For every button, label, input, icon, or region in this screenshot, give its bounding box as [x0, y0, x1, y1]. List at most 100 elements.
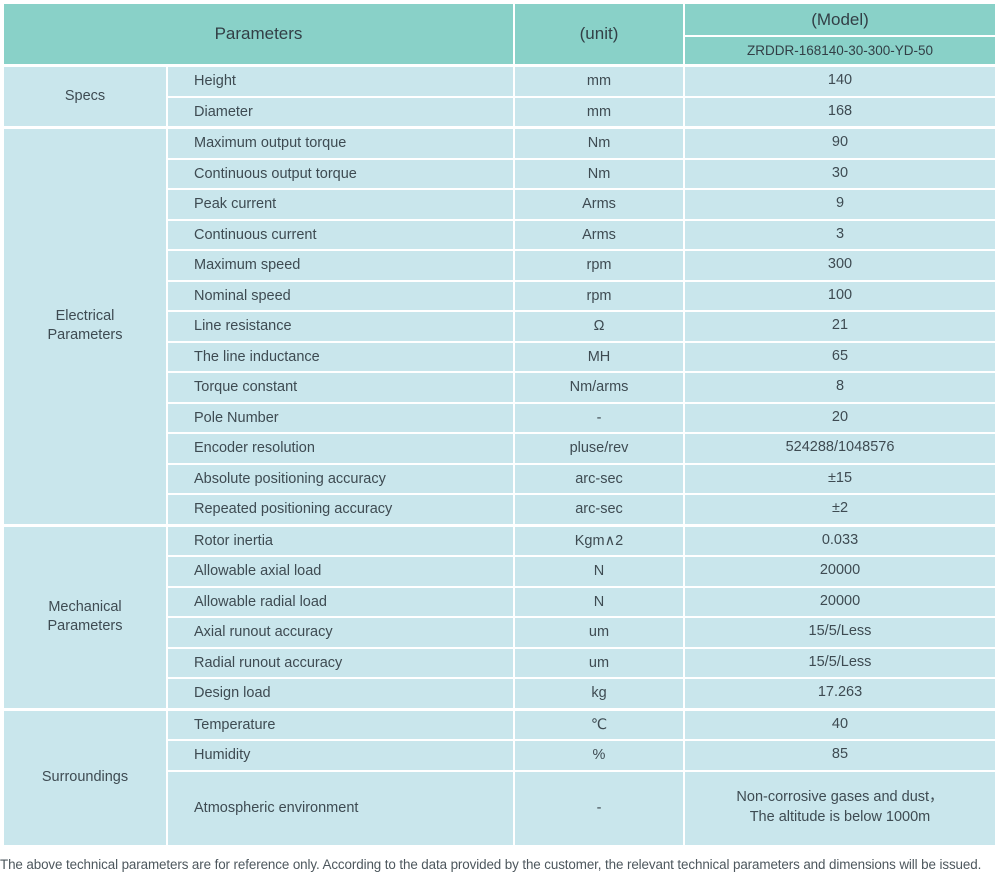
- param-value: 300: [685, 251, 995, 280]
- param-unit: kg: [515, 679, 683, 708]
- param-unit: rpm: [515, 281, 683, 310]
- param-unit: Arms: [515, 220, 683, 249]
- table-row: Atmospheric environment - Non-corrosive ga…: [168, 771, 995, 845]
- param-unit: %: [515, 741, 683, 770]
- param-unit: Nm: [515, 159, 683, 188]
- param-value: 20000: [685, 557, 995, 586]
- param-name: Height: [168, 67, 513, 96]
- param-value: 3: [685, 220, 995, 249]
- table-row: Allowable radial load N 20000: [168, 587, 995, 616]
- param-name: Atmospheric environment: [168, 771, 513, 845]
- param-name: Continuous current: [168, 220, 513, 249]
- param-name: Maximum output torque: [168, 129, 513, 158]
- param-value: ±15: [685, 464, 995, 493]
- param-unit: um: [515, 648, 683, 677]
- param-unit: Nm: [515, 129, 683, 158]
- param-unit: rpm: [515, 251, 683, 280]
- table-row: Temperature ℃ 40: [168, 710, 995, 739]
- param-unit: -: [515, 403, 683, 432]
- param-name: Pole Number: [168, 403, 513, 432]
- section-label: Specs: [4, 67, 166, 126]
- param-value: 30: [685, 159, 995, 188]
- header-model-column: (Model) ZRDDR-168140-30-300-YD-50: [685, 4, 995, 64]
- table-row: Peak current Arms 9: [168, 190, 995, 219]
- param-name: Radial runout accuracy: [168, 648, 513, 677]
- section-3: Surroundings Temperature ℃ 40 Humidity% 85 Atm…: [4, 710, 995, 845]
- section-2: Mechanical Parameters Rotor inertia Kgm∧2 0…: [4, 526, 995, 708]
- table-header: Parameters (unit) (Model) ZRDDR-168140-3…: [4, 4, 995, 64]
- param-name: Peak current: [168, 190, 513, 219]
- param-value: 17.263: [685, 679, 995, 708]
- table-row: Height mm 140: [168, 67, 995, 96]
- table-row: The line inductance MH 65: [168, 342, 995, 371]
- param-name: Absolute positioning accuracy: [168, 464, 513, 493]
- header-unit: (unit): [515, 4, 683, 64]
- param-unit: Ω: [515, 312, 683, 341]
- param-value: 168: [685, 97, 995, 126]
- param-name: Axial runout accuracy: [168, 618, 513, 647]
- param-value: 524288/1048576: [685, 434, 995, 463]
- param-value: 90: [685, 129, 995, 158]
- param-value: 65: [685, 342, 995, 371]
- param-value: Non-corrosive gases and dust， The altitu…: [685, 771, 995, 845]
- section-rows: Rotor inertia Kgm∧2 0.033 Allowable axial l…: [168, 526, 995, 708]
- param-name: Allowable radial load: [168, 587, 513, 616]
- table-row: Torque constant Nm/arms 8: [168, 373, 995, 402]
- param-name: Continuous output torque: [168, 159, 513, 188]
- section-label: Electrical Parameters: [4, 129, 166, 524]
- param-unit: um: [515, 618, 683, 647]
- table-row: Radial runout accuracy um 15/5/Less: [168, 648, 995, 677]
- param-name: Torque constant: [168, 373, 513, 402]
- param-value: 15/5/Less: [685, 648, 995, 677]
- param-value: 0.033: [685, 526, 995, 555]
- param-name: Repeated positioning accuracy: [168, 495, 513, 524]
- table-row: Design load kg 17.263: [168, 679, 995, 708]
- table-row: Continuous output torque Nm 30: [168, 159, 995, 188]
- table-row: Line resistance Ω 21: [168, 312, 995, 341]
- param-value: 15/5/Less: [685, 618, 995, 647]
- header-model: (Model): [685, 4, 995, 35]
- section-0: Specs Height mm 140 Diameter mm 168: [4, 67, 995, 126]
- table-row: Repeated positioning accuracy arc-sec ±2: [168, 495, 995, 524]
- param-value: 20: [685, 403, 995, 432]
- section-label: Surroundings: [4, 710, 166, 845]
- table-row: Encoder resolution pluse/rev 524288/104857…: [168, 434, 995, 463]
- param-unit: Nm/arms: [515, 373, 683, 402]
- table-row: Absolute positioning accuracy arc-sec ±15: [168, 464, 995, 493]
- table-row: Humidity% 85: [168, 741, 995, 770]
- table-row: Diameter mm 168: [168, 97, 995, 126]
- param-value: 9: [685, 190, 995, 219]
- section-rows: Maximum output torque Nm 90 Continuous outp…: [168, 129, 995, 524]
- param-unit: -: [515, 771, 683, 845]
- section-rows: Height mm 140 Diameter mm 168: [168, 67, 995, 126]
- param-unit: N: [515, 587, 683, 616]
- param-name: Maximum speed: [168, 251, 513, 280]
- param-name: Diameter: [168, 97, 513, 126]
- param-name: Humidity: [168, 741, 513, 770]
- table-row: Maximum speed rpm 300: [168, 251, 995, 280]
- param-unit: arc-sec: [515, 495, 683, 524]
- param-value: ±2: [685, 495, 995, 524]
- param-name: Rotor inertia: [168, 526, 513, 555]
- param-value: 40: [685, 710, 995, 739]
- header-parameters: Parameters: [4, 4, 513, 64]
- table-row: Allowable axial load N 20000: [168, 557, 995, 586]
- param-value: 85: [685, 741, 995, 770]
- table-row: Pole Number -20: [168, 403, 995, 432]
- table-row: Continuous current Arms 3: [168, 220, 995, 249]
- param-unit: pluse/rev: [515, 434, 683, 463]
- param-name: Temperature: [168, 710, 513, 739]
- param-unit: MH: [515, 342, 683, 371]
- param-name: The line inductance: [168, 342, 513, 371]
- param-value: 140: [685, 67, 995, 96]
- param-unit: mm: [515, 67, 683, 96]
- param-value: 20000: [685, 587, 995, 616]
- param-name: Line resistance: [168, 312, 513, 341]
- section-label: Mechanical Parameters: [4, 526, 166, 708]
- param-value: 8: [685, 373, 995, 402]
- param-unit: ℃: [515, 710, 683, 739]
- table-row: Axial runout accuracy um 15/5/Less: [168, 618, 995, 647]
- header-model-number: ZRDDR-168140-30-300-YD-50: [685, 37, 995, 64]
- param-value: 21: [685, 312, 995, 341]
- spec-table: Parameters (unit) (Model) ZRDDR-168140-3…: [4, 4, 995, 845]
